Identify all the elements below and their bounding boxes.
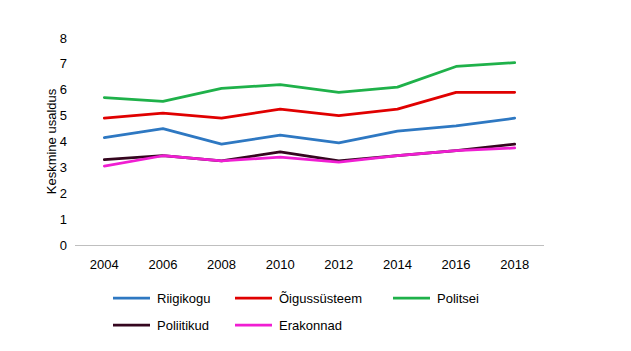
legend-swatch [393,297,430,300]
legend-swatch [235,324,272,327]
y-tick-label: 4 [60,134,67,149]
plot-area [104,63,514,167]
x-tick-label: 2018 [500,257,529,272]
x-tick-label: 2016 [442,257,471,272]
y-tick-label: 6 [60,82,67,97]
x-tick-label: 2012 [324,257,353,272]
legend-swatch [113,297,150,300]
series-line [104,92,514,118]
y-axis-label: Keskmine usaldus [44,88,59,194]
x-tick-label: 2004 [90,257,119,272]
x-axis-line [75,245,544,246]
legend-label: Poliitikud [157,318,209,333]
y-tick-label: 1 [60,212,67,227]
series-line [104,148,514,166]
x-tick-label: 2006 [148,257,177,272]
legend-label: Õigussüsteem [279,291,362,306]
y-tick-label: 5 [60,108,67,123]
legend-label: Politsei [437,291,479,306]
legend-swatch [235,297,272,300]
legend-label: Riigikogu [157,291,210,306]
x-tick-label: 2010 [266,257,295,272]
legend-label: Erakonnad [279,318,342,333]
y-tick-label: 0 [60,238,67,253]
y-tick-label: 2 [60,186,67,201]
x-tick-label: 2014 [383,257,412,272]
series-line [104,118,514,144]
y-tick-label: 7 [60,56,67,71]
y-tick-label: 8 [60,31,67,46]
chart-svg: 0 1 2 3 4 5 6 7 8 Keskmine usaldus 2004 2006 2008 201… [0,0,631,351]
y-tick-label: 3 [60,160,67,175]
legend-swatch [113,324,150,327]
series-line [104,63,514,102]
chart-container: 0 1 2 3 4 5 6 7 8 Keskmine usaldus 2004 2006 2008 201… [0,0,631,351]
x-tick-label: 2008 [207,257,236,272]
